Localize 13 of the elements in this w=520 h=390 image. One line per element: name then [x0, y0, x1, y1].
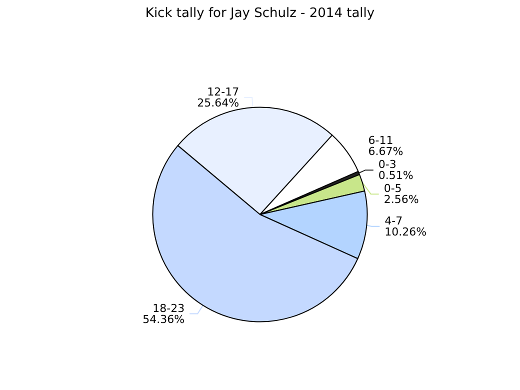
- data-label: 2.56%: [384, 193, 419, 206]
- slice-label: 12-17: [207, 86, 240, 99]
- slice-label: 0-3: [378, 158, 396, 172]
- data-label: 10.26%: [384, 225, 427, 238]
- slice-label: 18-23: [152, 302, 185, 315]
- slice-label: 0-5: [384, 182, 402, 196]
- data-label: 0.51%: [378, 169, 414, 182]
- data-label: 25.64%: [197, 96, 240, 110]
- slice-label: 4-7: [384, 214, 403, 228]
- slice-label: 6-11: [368, 134, 394, 148]
- chart-title: Kick tally for Jay Schulz - 2014 tally: [145, 6, 375, 21]
- data-label: 54.36%: [142, 312, 185, 326]
- data-label: 6.67%: [368, 145, 404, 158]
